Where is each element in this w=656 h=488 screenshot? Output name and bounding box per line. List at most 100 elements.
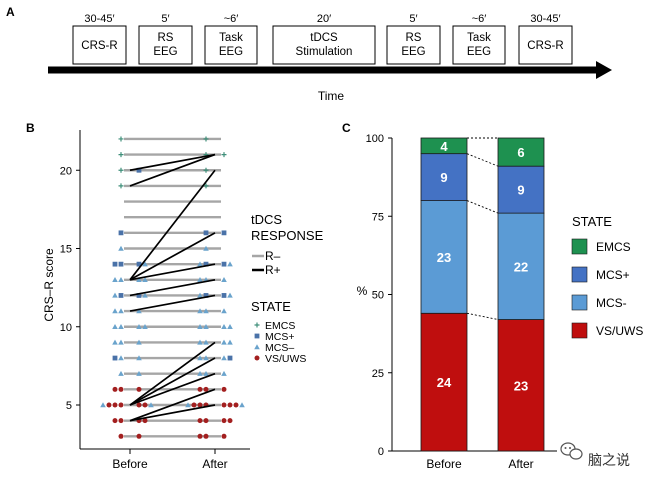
watermark: 脑之说 (560, 442, 630, 468)
vs-uws-marker (203, 418, 209, 424)
mcs-minus-marker (197, 277, 203, 282)
c-y-tick-label: 75 (372, 211, 384, 223)
mcs-minus-marker (136, 308, 142, 314)
vs-uws-marker (221, 418, 227, 424)
responder-line (129, 372, 216, 406)
chart-legend-title: STATE (572, 214, 612, 229)
state-legend-title: STATE (251, 299, 291, 314)
step-name-line2: EEG (401, 46, 425, 58)
time-axis-label: Time (318, 89, 345, 103)
bar-segment-value: 4 (440, 139, 448, 154)
panel-c-y-axis-label: % (357, 284, 368, 298)
mcs-minus-marker (203, 245, 209, 251)
emcs-marker (118, 136, 124, 142)
mcs-minus-marker (254, 344, 260, 350)
responder-line (129, 294, 216, 312)
step-name: CRS-R (81, 40, 117, 52)
responder-line (129, 153, 216, 187)
mcs-plus-marker (254, 333, 260, 339)
panel-a-protocol: A 30-45′ CRS-R 5′ RS EEG ~6′ Task EEG 20′ tDCS Sti… (6, 5, 612, 103)
vs-uws-marker (221, 433, 227, 439)
bar-segment-value: 23 (437, 250, 451, 265)
legend-swatch (571, 238, 588, 255)
mcs-plus-marker (112, 261, 118, 267)
vs-uws-marker (254, 355, 260, 361)
mcs-minus-marker (227, 323, 233, 329)
vs-uws-marker (203, 386, 209, 392)
panel-b-score-plot: B Before After CRS–R score 5 10 15 20 tDCS … (26, 121, 324, 471)
mcs-minus-marker (112, 292, 118, 298)
step-duration: 30-45′ (530, 13, 560, 25)
mcs-minus-marker (197, 261, 203, 267)
mcs-minus-marker (239, 402, 245, 408)
y-tick-label: 15 (60, 244, 72, 256)
step-box (518, 25, 573, 65)
vs-uws-marker (221, 402, 227, 408)
mcs-minus-marker (227, 292, 233, 298)
c-y-tick-label: 50 (372, 290, 384, 302)
step-duration: 30-45′ (84, 13, 114, 25)
vs-uws-marker (142, 402, 148, 408)
panel-b-y-ticks: 5 10 15 20 (60, 165, 80, 412)
c-x-label: After (508, 457, 533, 471)
emcs-marker (118, 183, 124, 189)
bar-segment (420, 137, 468, 155)
vs-uws-marker (136, 386, 142, 392)
mcs-minus-marker (203, 355, 209, 361)
mcs-minus-marker (112, 323, 118, 329)
c-y-tick-label: 0 (378, 446, 384, 458)
mcs-minus-marker (112, 277, 118, 282)
emcs-marker (203, 136, 209, 142)
vs-uws-marker (197, 386, 203, 392)
mcs-minus-marker (203, 323, 209, 329)
mcs-minus-marker (221, 370, 227, 376)
step-box (138, 25, 193, 65)
vs-uws-marker (118, 386, 124, 392)
responder-line (129, 357, 216, 406)
emcs-marker (221, 152, 227, 158)
responder-line (129, 169, 216, 281)
segment-connector (466, 200, 499, 214)
vs-uws-marker (221, 386, 227, 392)
bar-segment (497, 212, 545, 320)
c-y-tick-label: 25 (372, 368, 384, 380)
responder-line (129, 153, 216, 172)
mcs-minus-marker (136, 355, 142, 361)
state-legend-label: MCS+ (265, 331, 294, 343)
segment-connectors (466, 137, 499, 320)
emcs-marker (118, 167, 124, 173)
mcs-minus-marker (197, 308, 203, 314)
response-legend-title-line1: tDCS (251, 212, 282, 227)
mcs-plus-marker (118, 261, 124, 267)
state-legend-label: MCS– (265, 342, 294, 354)
mcs-minus-marker (203, 339, 209, 345)
mcs-minus-marker (118, 277, 124, 282)
legend-label: EMCS (596, 240, 631, 254)
mcs-minus-marker (142, 323, 148, 329)
state-legend-label: VS/UWS (265, 353, 306, 365)
state-legend-label: EMCS (265, 320, 295, 332)
legend-label: VS/UWS (596, 324, 643, 338)
step-box (386, 25, 441, 65)
mcs-minus-marker (221, 323, 227, 329)
vs-uws-marker (106, 402, 112, 408)
step-name-line1: Task (219, 32, 243, 44)
mcs-minus-marker (136, 277, 142, 282)
mcs-minus-marker (118, 339, 124, 345)
bar-segment-value: 23 (514, 378, 528, 393)
step-duration: 5′ (161, 13, 169, 25)
mcs-minus-marker (148, 402, 154, 408)
vs-uws-marker (197, 402, 203, 408)
mcs-plus-marker (203, 230, 209, 236)
mcs-minus-marker (112, 339, 118, 345)
mcs-minus-marker (136, 323, 142, 329)
response-legend: tDCS RESPONSE R– R+ (251, 212, 324, 277)
responder-lines (129, 153, 216, 422)
responder-line (129, 263, 216, 281)
mcs-minus-marker (118, 323, 124, 329)
step-box (452, 25, 506, 65)
chart-legend: EMCS MCS+ MCS- VS/UWS (571, 238, 643, 339)
mcs-minus-marker (221, 355, 227, 361)
panel-a-label: A (6, 5, 15, 19)
